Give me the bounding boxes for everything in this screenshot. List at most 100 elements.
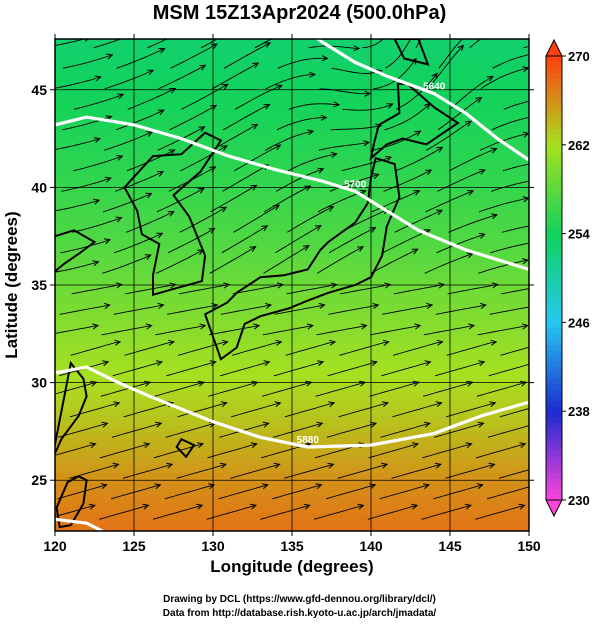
streamline (176, 463, 227, 479)
streamline-arrow (435, 209, 444, 216)
streamline-arrow (424, 360, 432, 367)
streamline-arrow (589, 246, 594, 251)
streamline-arrow (145, 323, 153, 330)
streamline (368, 443, 419, 459)
streamline-arrow (535, 177, 541, 182)
streamline (72, 217, 122, 233)
streamline (288, 103, 340, 110)
streamline (362, 39, 384, 49)
streamline (231, 402, 281, 418)
streamline (103, 193, 152, 213)
streamline-arrow (103, 238, 111, 245)
streamline (380, 422, 430, 438)
x-tick-label: 150 (517, 538, 541, 554)
chart-title: MSM 15Z13Apr2024 (500.0hPa) (152, 2, 447, 24)
streamline-arrow (574, 381, 580, 386)
streamline-arrow (198, 126, 206, 132)
streamline (177, 402, 227, 418)
streamline-arrow (330, 151, 338, 158)
y-tick-label: 30 (31, 375, 47, 391)
streamline-arrow (168, 149, 176, 156)
streamline (434, 422, 484, 438)
colorbar-segment (546, 89, 562, 96)
streamline (165, 422, 216, 438)
streamline (55, 261, 99, 273)
streamline-arrow (396, 12, 401, 18)
streamline-arrow (314, 225, 322, 231)
streamline (100, 381, 151, 397)
streamline-arrow (476, 483, 484, 490)
streamline (164, 484, 215, 500)
streamline-arrow (296, 25, 302, 30)
colorbar-segment (546, 278, 562, 285)
streamline-arrow (305, 380, 313, 387)
streamline (234, 144, 281, 172)
y-tick-label: 25 (31, 472, 47, 488)
streamline (262, 325, 313, 336)
streamline (102, 254, 151, 274)
colorbar-segment (546, 494, 562, 501)
streamline-arrow (146, 131, 154, 137)
streamline-arrow (147, 69, 155, 76)
colorbar-segment (546, 150, 562, 157)
streamline (55, 76, 101, 89)
colorbar: 230 238 246 254 262 270 (545, 38, 590, 518)
streamline-arrow (486, 75, 494, 82)
streamline-arrow (167, 211, 175, 217)
streamline (286, 284, 337, 295)
streamline-arrow (251, 123, 259, 130)
colorbar-segment (546, 255, 562, 262)
streamline (426, 120, 472, 151)
streamline-arrow (491, 282, 499, 289)
streamline-arrow (357, 503, 365, 510)
colorbar-segment (546, 128, 562, 135)
streamline (475, 443, 526, 459)
streamline-arrow (465, 442, 473, 449)
streamline (211, 124, 258, 151)
streamline-arrow (199, 64, 207, 71)
streamline-arrow (329, 339, 337, 346)
streamline (99, 443, 150, 459)
streamline (342, 103, 393, 111)
colorbar-segment (546, 438, 562, 445)
streamline-arrow (359, 380, 367, 387)
streamline (422, 443, 472, 459)
streamline (438, 39, 464, 69)
streamline-arrow (534, 303, 540, 308)
colorbar-segment (546, 294, 562, 301)
streamline (287, 153, 337, 172)
colorbar-segment (546, 305, 562, 312)
colorbar-segment (546, 433, 562, 440)
streamline-arrow (275, 84, 283, 91)
streamline-arrow (411, 442, 419, 449)
streamline-arrow (535, 113, 541, 118)
streamline (379, 484, 430, 500)
streamline-arrow (386, 103, 394, 109)
streamline (422, 381, 473, 397)
streamline-arrow (104, 176, 112, 183)
streamline (317, 246, 364, 274)
streamline (231, 341, 282, 356)
streamline-arrow (320, 114, 328, 121)
colorbar-segment (546, 233, 562, 240)
streamline (126, 149, 175, 172)
streamline (423, 325, 474, 336)
streamline-arrow (306, 323, 314, 330)
streamline (434, 361, 485, 377)
streamline (114, 232, 163, 254)
streamline (93, 39, 123, 49)
coastline-path (55, 229, 97, 273)
streamline (318, 141, 370, 151)
streamline-arrow (586, 361, 592, 366)
streamline-arrow (520, 380, 528, 387)
streamline-arrow (317, 360, 325, 367)
coastline-path (203, 156, 401, 361)
colorbar-segment (546, 394, 562, 401)
streamline-arrow (573, 443, 579, 448)
streamline (499, 408, 529, 418)
coastline-path (55, 360, 88, 456)
streamline-arrow (261, 225, 269, 232)
streamline (155, 249, 204, 274)
streamline-arrow (102, 360, 110, 367)
streamline-arrow (522, 66, 529, 73)
